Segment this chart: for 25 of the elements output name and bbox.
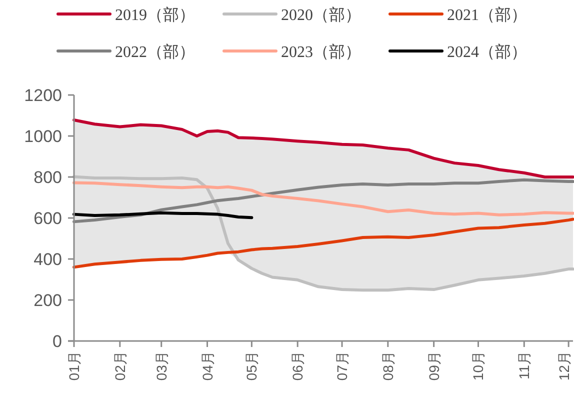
x-tick-label: 05月 (244, 351, 260, 381)
y-tick-label: 400 (34, 250, 62, 269)
legend-label: 2023（部） (281, 43, 361, 61)
legend-label: 2024（部） (447, 43, 527, 61)
x-tick-label: 01月 (66, 351, 82, 381)
y-tick-label: 200 (34, 291, 62, 310)
x-tick-label: 06月 (290, 351, 306, 381)
y-tick-label: 1000 (24, 127, 62, 146)
y-tick-label: 1200 (24, 86, 62, 105)
x-tick-label: 12月 (556, 351, 572, 381)
x-tick-label: 07月 (334, 351, 350, 381)
legend-label: 2021（部） (447, 6, 527, 24)
x-tick-label: 10月 (470, 351, 486, 381)
y-tick-label: 800 (34, 168, 62, 187)
legend-label: 2022（部） (115, 43, 195, 61)
x-tick-label: 02月 (112, 351, 128, 381)
legend-label: 2020（部） (281, 6, 361, 24)
legend-label: 2019（部） (115, 6, 195, 24)
y-tick-label: 0 (52, 332, 62, 351)
x-tick-label: 03月 (153, 351, 170, 381)
x-tick-label: 11月 (516, 351, 532, 380)
x-tick-label: 09月 (426, 351, 442, 381)
y-tick-label: 600 (34, 209, 62, 228)
x-tick-label: 08月 (380, 351, 396, 381)
x-tick-label: 04月 (199, 351, 216, 381)
